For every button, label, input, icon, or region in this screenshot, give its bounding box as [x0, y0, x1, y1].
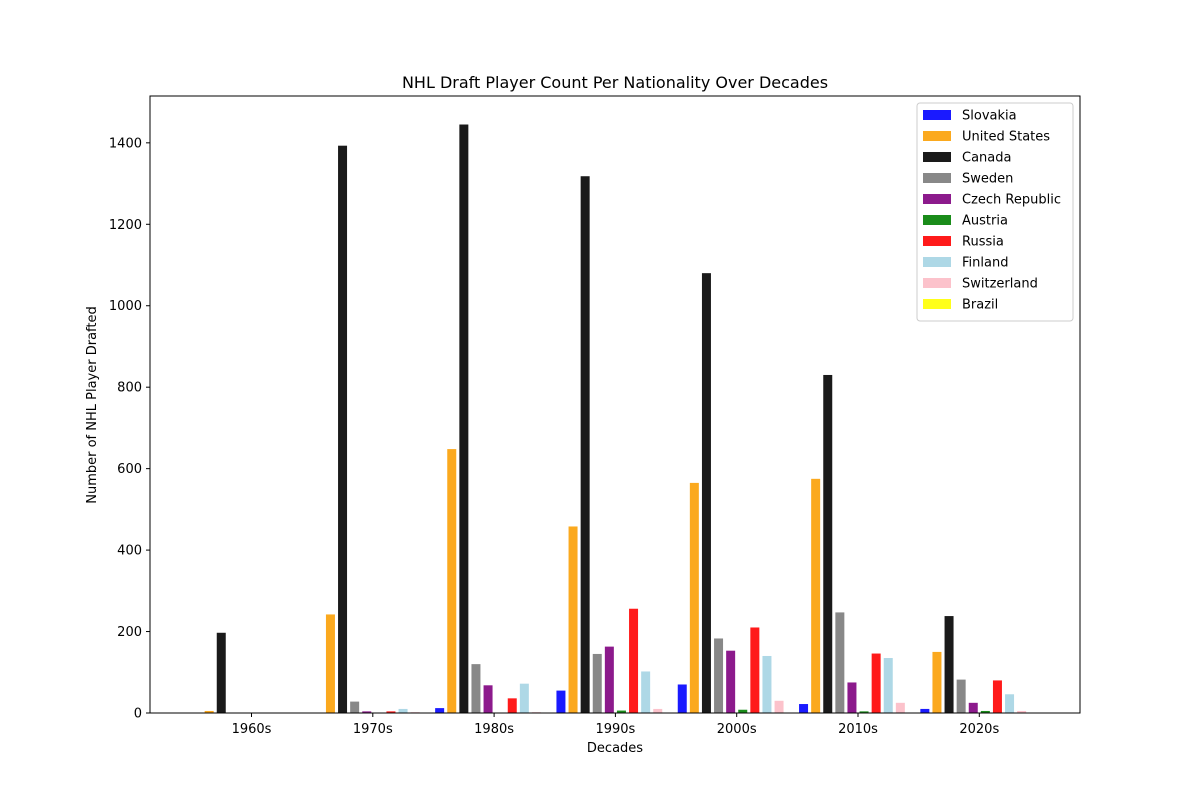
legend-swatch-finland — [923, 257, 951, 267]
legend-label-united-states: United States — [962, 130, 1050, 145]
y-tick-label: 0 — [134, 707, 142, 722]
bar-finland-1980s — [520, 684, 529, 713]
bar-russia-2020s — [993, 680, 1002, 713]
bar-canada-1970s — [338, 146, 347, 713]
bar-canada-1990s — [581, 176, 590, 713]
bar-finland-2020s — [1005, 694, 1014, 713]
bar-slovakia-1980s — [435, 708, 444, 713]
bar-russia-1990s — [629, 609, 638, 713]
legend-swatch-switzerland — [923, 278, 951, 288]
legend-swatch-brazil — [923, 299, 951, 309]
x-tick-label: 1990s — [595, 722, 635, 737]
x-axis-label: Decades — [587, 741, 643, 756]
legend: Slovakia United States Canada Sweden Czech R… — [917, 103, 1073, 321]
bar-sweden-2020s — [957, 680, 966, 713]
legend-swatch-united-states — [923, 131, 951, 141]
x-tick-label: 2010s — [838, 722, 878, 737]
bar-united-states-2010s — [811, 479, 820, 713]
legend-swatch-russia — [923, 236, 951, 246]
bar-canada-2010s — [823, 375, 832, 713]
bar-canada-2000s — [702, 273, 711, 713]
y-tick-label: 400 — [117, 544, 142, 559]
bar-slovakia-2010s — [799, 704, 808, 713]
legend-label-austria: Austria — [962, 214, 1008, 229]
y-tick-label: 1200 — [109, 218, 142, 233]
legend-label-brazil: Brazil — [962, 298, 998, 313]
legend-swatch-slovakia — [923, 110, 951, 120]
bar-czech-republic-2010s — [847, 682, 856, 713]
bar-united-states-2020s — [932, 652, 941, 713]
bar-united-states-1980s — [447, 449, 456, 713]
bar-russia-2010s — [872, 654, 881, 713]
bar-sweden-2000s — [714, 638, 723, 713]
legend-swatch-sweden — [923, 173, 951, 183]
bar-canada-1960s — [217, 633, 226, 713]
bar-canada-1980s — [459, 125, 468, 713]
legend-swatch-czech-republic — [923, 194, 951, 204]
bar-czech-republic-2020s — [969, 703, 978, 713]
legend-label-finland: Finland — [962, 256, 1008, 271]
bar-sweden-1980s — [471, 664, 480, 713]
y-tick-label: 200 — [117, 625, 142, 640]
x-tick-label: 2020s — [959, 722, 999, 737]
bar-sweden-1970s — [350, 702, 359, 713]
bar-russia-2000s — [750, 627, 759, 713]
y-tick-label: 1400 — [109, 136, 142, 151]
bar-russia-1980s — [508, 698, 517, 713]
x-tick-label: 1960s — [232, 722, 272, 737]
bar-switzerland-1990s — [653, 709, 662, 713]
bar-finland-2000s — [762, 656, 771, 713]
y-tick-label: 800 — [117, 381, 142, 396]
x-tick-label: 1980s — [474, 722, 514, 737]
bar-canada-2020s — [945, 616, 954, 713]
y-tick-label: 600 — [117, 462, 142, 477]
legend-label-slovakia: Slovakia — [962, 109, 1017, 124]
bar-slovakia-2020s — [920, 709, 929, 713]
bar-finland-1970s — [399, 709, 408, 713]
bar-sweden-2010s — [835, 612, 844, 713]
bar-czech-republic-2000s — [726, 651, 735, 713]
bar-finland-2010s — [884, 658, 893, 713]
bar-switzerland-2000s — [775, 701, 784, 713]
bar-united-states-2000s — [690, 483, 699, 713]
bar-switzerland-2010s — [896, 703, 905, 713]
chart-title: NHL Draft Player Count Per Nationality O… — [402, 73, 828, 92]
bar-slovakia-2000s — [678, 684, 687, 713]
y-tick-label: 1000 — [109, 299, 142, 314]
legend-swatch-canada — [923, 152, 951, 162]
bar-czech-republic-1990s — [605, 647, 614, 713]
legend-label-sweden: Sweden — [962, 172, 1013, 187]
legend-label-russia: Russia — [962, 235, 1004, 250]
x-tick-label: 2000s — [717, 722, 757, 737]
x-tick-label: 1970s — [353, 722, 393, 737]
legend-label-czech-republic: Czech Republic — [962, 193, 1061, 208]
bar-united-states-1990s — [569, 526, 578, 713]
legend-label-canada: Canada — [962, 151, 1011, 166]
bar-finland-1990s — [641, 671, 650, 713]
legend-swatch-austria — [923, 215, 951, 225]
bar-sweden-1990s — [593, 654, 602, 713]
legend-label-switzerland: Switzerland — [962, 277, 1038, 292]
y-axis-label: Number of NHL Player Drafted — [85, 306, 100, 504]
bar-united-states-1970s — [326, 614, 335, 713]
bar-czech-republic-1980s — [484, 685, 493, 713]
bar-slovakia-1990s — [556, 691, 565, 713]
